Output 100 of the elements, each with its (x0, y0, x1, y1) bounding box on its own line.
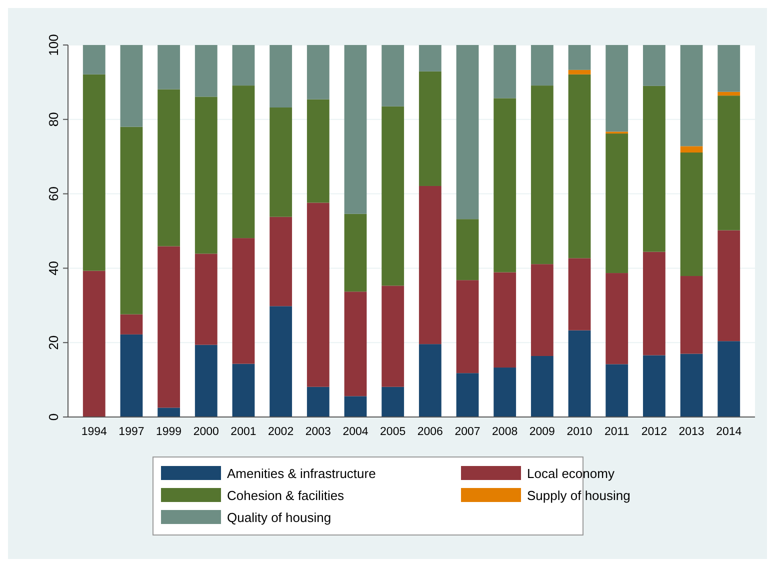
y-tick-label: 40 (46, 260, 61, 276)
bar (120, 126, 143, 314)
bar (82, 74, 106, 271)
x-tick-label: 1994 (81, 426, 108, 438)
bar (494, 98, 516, 272)
x-tick-label: 1997 (118, 426, 144, 438)
bar (680, 354, 703, 417)
bar (270, 306, 292, 417)
bar (418, 45, 442, 72)
bar (232, 238, 255, 364)
bar (606, 134, 628, 274)
bar (530, 45, 554, 86)
legend-label: Amenities & infrastructure (227, 466, 376, 481)
bar (718, 92, 740, 96)
legend-label: Cohesion & facilities (227, 488, 345, 503)
y-tick-label: 60 (46, 186, 61, 202)
bar (194, 45, 218, 97)
bar (270, 45, 292, 108)
x-tick-label: 2004 (342, 426, 369, 438)
bar (680, 276, 703, 354)
bar (642, 45, 666, 86)
bar (568, 258, 591, 330)
bar (568, 45, 591, 70)
x-tick-label: 2010 (566, 426, 592, 438)
bar (680, 45, 703, 146)
bar (718, 230, 740, 342)
x-tick-label: 2006 (417, 426, 443, 438)
bar (270, 216, 292, 306)
bar (232, 45, 255, 86)
bar (568, 330, 591, 417)
bar (606, 364, 628, 417)
bar (418, 71, 442, 186)
bar (456, 280, 479, 374)
bar (158, 408, 180, 417)
legend-label: Supply of housing (527, 488, 630, 503)
bar (194, 344, 218, 417)
bar (382, 45, 404, 106)
bar (158, 89, 180, 246)
bar (120, 45, 143, 127)
y-tick-label: 80 (46, 112, 61, 127)
x-tick-label: 2012 (641, 426, 667, 438)
y-tick-label: 0 (46, 413, 61, 421)
bar (568, 74, 591, 258)
legend-label: Local economy (527, 466, 615, 481)
x-tick-label: 2001 (230, 426, 256, 438)
bar (606, 273, 628, 364)
bar (456, 219, 479, 280)
bar (120, 314, 143, 334)
bar (418, 186, 442, 344)
bar (382, 286, 404, 387)
x-tick-label: 2005 (380, 426, 406, 438)
bar (718, 341, 740, 417)
bar (494, 45, 516, 98)
bar (568, 70, 591, 74)
bar (232, 364, 255, 417)
bar (82, 270, 106, 417)
bar (642, 86, 666, 252)
bar (606, 45, 628, 132)
bar (382, 106, 404, 286)
bar (158, 246, 180, 408)
bar (344, 214, 367, 292)
bar (530, 264, 554, 356)
x-tick-label: 2009 (529, 426, 555, 438)
bar (494, 272, 516, 368)
x-tick-label: 2003 (305, 426, 331, 438)
y-tick-label: 100 (46, 34, 61, 56)
x-tick-label: 2007 (454, 426, 480, 438)
x-tick-label: 2014 (716, 426, 742, 438)
bar (382, 386, 404, 417)
legend-label: Quality of housing (227, 510, 332, 525)
bar (494, 368, 516, 417)
bar (270, 107, 292, 217)
bar (306, 386, 330, 417)
bar (642, 355, 666, 417)
x-tick-label: 2013 (678, 426, 704, 438)
bar (344, 45, 367, 214)
bar (306, 99, 330, 203)
x-tick-label: 2000 (193, 426, 219, 438)
bar (344, 396, 367, 417)
bar (718, 45, 740, 92)
bar (680, 152, 703, 276)
bar (680, 146, 703, 153)
bar (718, 96, 740, 230)
bar (120, 334, 143, 417)
bar (306, 45, 330, 100)
x-tick-label: 1999 (156, 426, 182, 438)
bar (232, 86, 255, 238)
bar (418, 344, 442, 417)
x-tick-label: 2011 (604, 426, 630, 438)
bar (456, 373, 479, 417)
bar (194, 96, 218, 254)
bar (82, 45, 106, 74)
x-tick-label: 2002 (268, 426, 294, 438)
x-tick-label: 2008 (492, 426, 518, 438)
bar (344, 292, 367, 396)
bar (456, 45, 479, 220)
bar (306, 202, 330, 387)
bar (642, 252, 666, 356)
bar (530, 356, 554, 417)
bar (158, 45, 180, 90)
